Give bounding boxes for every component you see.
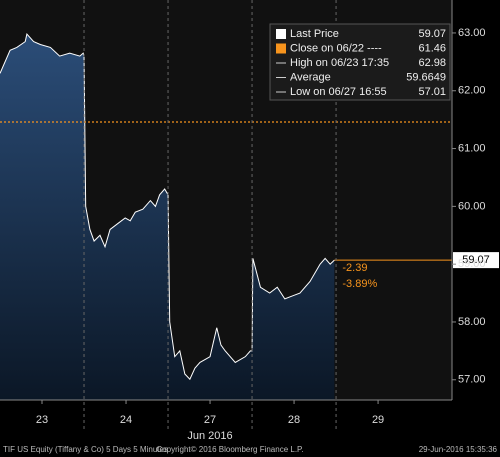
y-tick-label: 58.00: [458, 316, 486, 328]
y-tick-label: 62.00: [458, 85, 486, 97]
legend-swatch: [276, 43, 286, 54]
y-tick-label: 61.00: [458, 142, 486, 154]
footer-title: TIF US Equity (Tiffany & Co) 5 Days 5 Mi…: [3, 445, 168, 454]
legend-label: Close on 06/22 ----: [290, 42, 382, 54]
legend-box: [269, 23, 451, 101]
last-price-label: 59.07: [462, 254, 490, 266]
timestamp: 29-Jun-2016 15:35:36: [419, 445, 498, 454]
y-tick-label: 57.00: [458, 374, 486, 386]
copyright: Copyright© 2016 Bloomberg Finance L.P.: [156, 445, 303, 454]
legend-label: Low on 06/27 16:55: [290, 86, 387, 98]
y-tick-label: 63.00: [458, 27, 486, 39]
legend-label: Last Price: [290, 28, 339, 40]
legend-value: 61.46: [418, 42, 446, 54]
legend-label: Average: [290, 71, 331, 83]
last-price-tag: [453, 252, 499, 269]
x-tick-label: 24: [120, 414, 132, 426]
change-percent: -3.89%: [342, 278, 377, 290]
y-tick-label: 60.00: [458, 200, 486, 212]
legend-swatch: [276, 29, 286, 39]
change-value: -2.39: [342, 262, 367, 274]
x-tick-label: 23: [36, 414, 48, 426]
legend-label: High on 06/23 17:35: [290, 57, 389, 69]
price-line: [0, 33, 335, 381]
x-axis-label: Jun 2016: [187, 430, 232, 442]
x-tick-label: 29: [372, 414, 384, 426]
x-tick-label: 27: [204, 414, 216, 426]
legend-value: 59.6649: [406, 71, 446, 83]
legend-value: 57.01: [418, 86, 446, 98]
legend-value: 59.07: [418, 28, 446, 40]
y-tick-label: 59.00: [458, 258, 486, 270]
legend-value: 62.98: [418, 57, 446, 69]
x-tick-label: 28: [288, 414, 300, 426]
